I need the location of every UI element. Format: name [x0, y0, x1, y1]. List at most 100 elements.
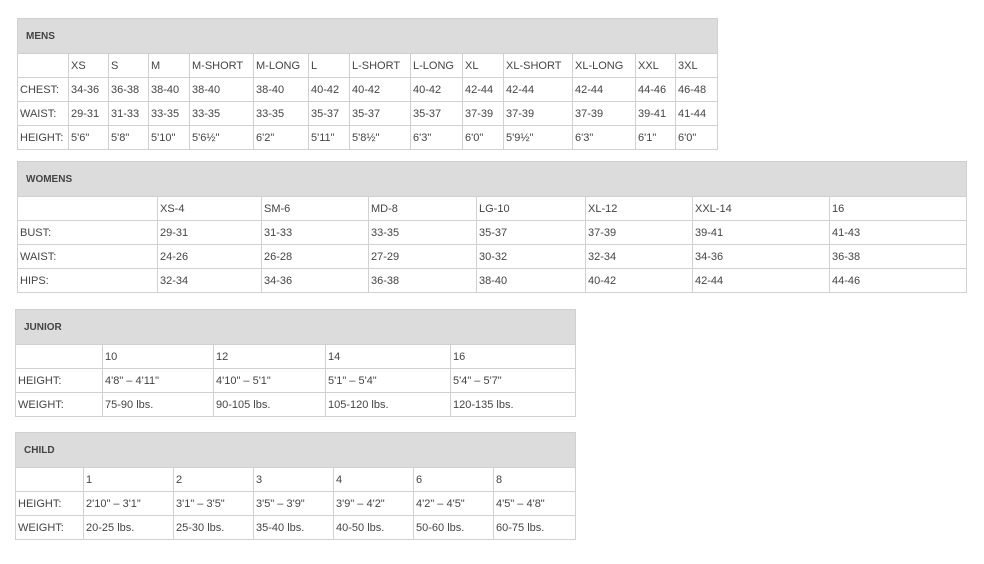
- table-row: WAIST: 29-31 31-33 33-35 33-35 33-35 35-37 35-3…: [17, 101, 719, 126]
- measurement-cell: 3'5" – 3'9": [253, 491, 334, 516]
- measurement-cell: 35-37: [308, 101, 350, 126]
- measurement-cell: 4'8" – 4'11": [102, 368, 214, 393]
- table-row: HIPS: 32-34 34-36 36-38 38-40 40-42 42-44 44-46: [17, 268, 968, 293]
- measurement-cell: 37-39: [503, 101, 573, 126]
- size-header: M: [148, 53, 190, 78]
- size-header: XXL-14: [692, 196, 830, 221]
- size-header: XXL: [635, 53, 676, 78]
- table-title: CHILD: [14, 432, 577, 468]
- measurement-cell: 39-41: [692, 220, 830, 245]
- measurement-cell: 5'4" – 5'7": [450, 368, 576, 393]
- size-header: XS: [68, 53, 109, 78]
- row-label: HEIGHT:: [17, 125, 69, 150]
- measurement-cell: 6'1": [635, 125, 676, 150]
- size-header: XL-SHORT: [503, 53, 573, 78]
- measurement-cell: 36-38: [108, 77, 149, 102]
- size-header: 3: [253, 467, 334, 492]
- measurement-cell: 6'0": [462, 125, 504, 150]
- measurement-cell: 33-35: [148, 101, 190, 126]
- size-header: L: [308, 53, 350, 78]
- measurement-cell: 34-36: [692, 244, 830, 269]
- empty-cell: [15, 467, 84, 492]
- measurement-cell: 40-42: [308, 77, 350, 102]
- size-header: 6: [413, 467, 494, 492]
- measurement-cell: 44-46: [635, 77, 676, 102]
- measurement-cell: 37-39: [462, 101, 504, 126]
- measurement-cell: 41-44: [674, 101, 719, 126]
- measurement-cell: 120-135 lbs.: [450, 392, 576, 417]
- size-header: 10: [102, 344, 214, 369]
- size-header-row: 10 12 14 16: [15, 344, 576, 369]
- size-header: 16: [450, 344, 576, 369]
- table-title: JUNIOR: [15, 309, 576, 345]
- measurement-cell: 41-43: [828, 220, 968, 245]
- measurement-cell: 36-38: [828, 244, 968, 269]
- row-label: HEIGHT:: [15, 491, 84, 516]
- measurement-cell: 75-90 lbs.: [102, 392, 214, 417]
- measurement-cell: 38-40: [476, 268, 586, 293]
- measurement-cell: 31-33: [261, 220, 369, 245]
- size-header-row: XS S M M-SHORT M-LONG L L-SHORT L-LONG XL XL-SHOR…: [17, 53, 719, 78]
- table-row: CHEST: 34-36 36-38 38-40 38-40 38-40 40-42 40-4…: [17, 77, 719, 102]
- measurement-cell: 5'8½": [349, 125, 411, 150]
- measurement-cell: 5'10": [148, 125, 190, 150]
- measurement-cell: 35-37: [476, 220, 586, 245]
- measurement-cell: 3'9" – 4'2": [333, 491, 414, 516]
- measurement-cell: 33-35: [189, 101, 254, 126]
- row-label: BUST:: [17, 220, 158, 245]
- mens-size-table: MENS XS S M M-SHORT M-LONG L L-SHORT L-LONG XL XL-…: [16, 18, 719, 150]
- measurement-cell: 5'6½": [189, 125, 254, 150]
- measurement-cell: 44-46: [828, 268, 968, 293]
- womens-size-table: WOMENS XS-4 SM-6 MD-8 LG-10 XL-12 XXL-14 16 BUST…: [16, 161, 968, 293]
- table-title: MENS: [16, 18, 719, 54]
- size-header: 16: [828, 196, 968, 221]
- measurement-cell: 6'3": [410, 125, 463, 150]
- size-header: 8: [492, 467, 577, 492]
- measurement-cell: 40-42: [349, 77, 411, 102]
- size-header: XL-LONG: [572, 53, 636, 78]
- measurement-cell: 32-34: [585, 244, 693, 269]
- size-header: MD-8: [368, 196, 477, 221]
- measurement-cell: 38-40: [148, 77, 190, 102]
- table-row: WAIST: 24-26 26-28 27-29 30-32 32-34 34-36 36-3…: [17, 244, 968, 269]
- size-header: LG-10: [476, 196, 586, 221]
- table-row: HEIGHT: 5'6" 5'8" 5'10" 5'6½" 6'2" 5'11" 5'8½" 6…: [17, 125, 719, 150]
- measurement-cell: 6'3": [572, 125, 636, 150]
- row-label: CHEST:: [17, 77, 69, 102]
- empty-cell: [15, 344, 103, 369]
- measurement-cell: 40-42: [410, 77, 463, 102]
- size-header: 2: [173, 467, 254, 492]
- table-title-row: WOMENS: [16, 161, 968, 197]
- measurement-cell: 35-40 lbs.: [253, 515, 334, 540]
- measurement-cell: 27-29: [368, 244, 477, 269]
- measurement-cell: 37-39: [572, 101, 636, 126]
- table-title-row: CHILD: [14, 432, 577, 468]
- measurement-cell: 42-44: [692, 268, 830, 293]
- measurement-cell: 34-36: [261, 268, 369, 293]
- measurement-cell: 5'6": [68, 125, 109, 150]
- measurement-cell: 6'2": [253, 125, 309, 150]
- size-header: 12: [213, 344, 326, 369]
- measurement-cell: 20-25 lbs.: [83, 515, 174, 540]
- empty-cell: [17, 53, 69, 78]
- row-label: HIPS:: [17, 268, 158, 293]
- measurement-cell: 34-36: [68, 77, 109, 102]
- measurement-cell: 42-44: [572, 77, 636, 102]
- measurement-cell: 2'10" – 3'1": [83, 491, 174, 516]
- size-header: L-SHORT: [349, 53, 411, 78]
- measurement-cell: 46-48: [674, 77, 719, 102]
- size-header-row: XS-4 SM-6 MD-8 LG-10 XL-12 XXL-14 16: [17, 196, 968, 221]
- measurement-cell: 24-26: [157, 244, 262, 269]
- measurement-cell: 25-30 lbs.: [173, 515, 254, 540]
- size-header: SM-6: [261, 196, 369, 221]
- measurement-cell: 31-33: [108, 101, 149, 126]
- measurement-cell: 29-31: [157, 220, 262, 245]
- measurement-cell: 5'9½": [503, 125, 573, 150]
- size-header: XL-12: [585, 196, 693, 221]
- measurement-cell: 4'5" – 4'8": [492, 491, 577, 516]
- junior-size-table: JUNIOR 10 12 14 16 HEIGHT: 4'8" – 4'11" 4'10" –…: [15, 309, 576, 417]
- empty-cell: [17, 196, 158, 221]
- measurement-cell: 105-120 lbs.: [325, 392, 451, 417]
- measurement-cell: 5'11": [308, 125, 350, 150]
- size-header: M-LONG: [253, 53, 309, 78]
